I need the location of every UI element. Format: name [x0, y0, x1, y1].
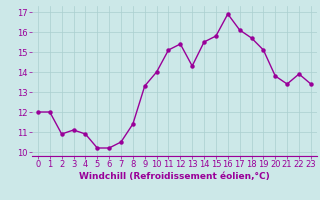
- X-axis label: Windchill (Refroidissement éolien,°C): Windchill (Refroidissement éolien,°C): [79, 172, 270, 181]
